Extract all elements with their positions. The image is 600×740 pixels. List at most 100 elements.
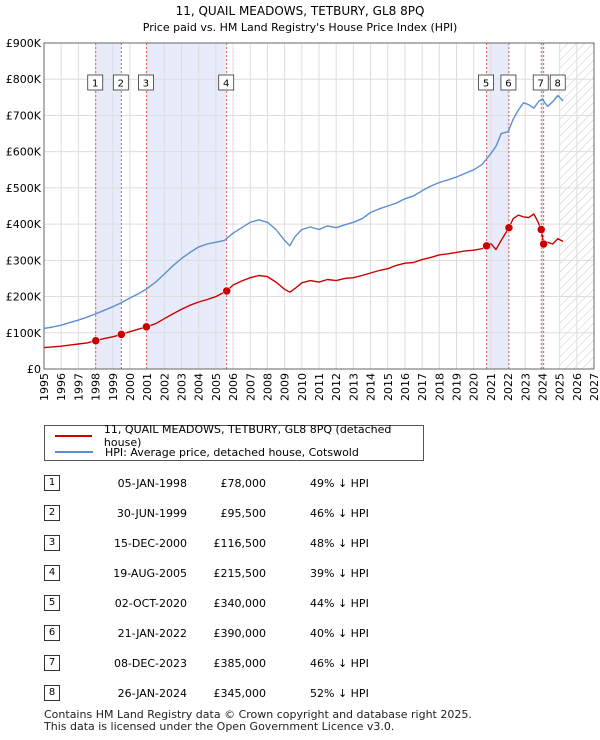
x-tick-label: 2006 — [227, 373, 240, 401]
transaction-number-box — [87, 74, 104, 91]
y-tick-label: £300K — [6, 254, 42, 267]
table-row: 6 21-JAN-2022 £390,000 40% ↓ HPI — [0, 625, 600, 645]
transaction-price: £385,000 — [213, 657, 267, 670]
transaction-price: £345,000 — [213, 687, 267, 700]
x-tick-label: 2019 — [451, 373, 464, 401]
table-row: 8 26-JAN-2024 £345,000 52% ↓ HPI — [0, 685, 600, 705]
sale-point — [482, 241, 491, 251]
transaction-number-badge: 8 — [44, 685, 60, 701]
x-tick-label: 2026 — [571, 373, 584, 401]
sale-period-shading — [95, 43, 122, 369]
transaction-number-box — [218, 74, 235, 91]
sale-point — [504, 223, 514, 232]
x-tick-label: 2000 — [124, 373, 137, 401]
x-tick-label: 2022 — [502, 373, 515, 401]
plot-border — [43, 42, 595, 370]
footer-line: Contains HM Land Registry data © Crown c… — [44, 708, 472, 721]
x-tick-label: 2013 — [347, 373, 360, 401]
footer-attribution: Contains HM Land Registry data © Crown c… — [44, 709, 472, 733]
legend-item-hpi: HPI: Average price, detached house, Cots… — [55, 444, 359, 460]
price-chart: 11, QUAIL MEADOWS, TETBURY, GL8 8PQ Pric… — [6, 4, 600, 401]
legend: 11, QUAIL MEADOWS, TETBURY, GL8 8PQ (det… — [44, 423, 424, 461]
transaction-number-badge: 5 — [44, 595, 60, 611]
y-tick-label: £0 — [27, 363, 41, 376]
y-tick-label: £600K — [6, 146, 42, 159]
transaction-number-label: 3 — [143, 79, 149, 90]
sale-period-shading — [486, 43, 509, 369]
transaction-number-label: 7 — [538, 79, 544, 90]
transaction-hpi-diff: 40% ↓ HPI — [310, 627, 369, 640]
legend-swatch-property — [55, 435, 92, 437]
transaction-date: 19-AUG-2005 — [113, 567, 187, 580]
footer-line: This data is licensed under the Open Gov… — [44, 720, 395, 733]
transaction-date: 08-DEC-2023 — [113, 657, 187, 670]
x-tick-label: 2016 — [399, 373, 412, 401]
x-tick-label: 2027 — [588, 373, 600, 401]
transaction-number-box — [532, 74, 549, 91]
transaction-date: 21-JAN-2022 — [117, 627, 187, 640]
x-tick-label: 2020 — [468, 373, 481, 401]
transaction-price: £340,000 — [213, 597, 267, 610]
x-tick-label: 2001 — [141, 373, 154, 401]
x-tick-label: 2011 — [313, 373, 326, 401]
legend-label-hpi: HPI: Average price, detached house, Cots… — [105, 445, 359, 459]
transaction-number-label: 8 — [555, 79, 561, 90]
x-tick-label: 2010 — [296, 373, 309, 401]
x-tick-label: 2012 — [330, 373, 343, 401]
transaction-hpi-diff: 46% ↓ HPI — [310, 507, 369, 520]
transaction-hpi-diff: 39% ↓ HPI — [310, 567, 369, 580]
x-tick-label: 2024 — [536, 373, 549, 401]
transaction-price: £78,000 — [220, 477, 267, 490]
sale-point — [91, 336, 100, 345]
x-tick-label: 2004 — [193, 373, 206, 401]
transaction-price: £390,000 — [213, 627, 267, 640]
x-tick-label: 1996 — [55, 373, 68, 401]
legend-swatch-hpi — [55, 451, 93, 453]
chart-title: 11, QUAIL MEADOWS, TETBURY, GL8 8PQ — [176, 4, 425, 18]
transaction-date: 15-DEC-2000 — [113, 537, 187, 550]
transaction-number-label: 4 — [223, 79, 229, 90]
transaction-number-label: 6 — [505, 79, 511, 90]
y-tick-label: £700K — [6, 109, 42, 122]
x-tick-label: 1999 — [107, 373, 120, 401]
x-tick-label: 2025 — [554, 373, 567, 401]
transaction-hpi-diff: 48% ↓ HPI — [310, 537, 369, 550]
transaction-price: £116,500 — [213, 537, 267, 550]
transaction-date: 30-JUN-1999 — [116, 507, 187, 520]
table-row: 4 19-AUG-2005 £215,500 39% ↓ HPI — [0, 565, 600, 585]
y-tick-label: £800K — [6, 73, 42, 86]
legend-label-property: 11, QUAIL MEADOWS, TETBURY, GL8 8PQ (det… — [103, 423, 392, 449]
sale-point — [222, 286, 231, 296]
x-tick-label: 2002 — [158, 373, 171, 401]
transaction-price: £95,500 — [220, 507, 267, 520]
x-tick-label: 2008 — [261, 373, 274, 401]
sale-point — [142, 322, 151, 332]
table-row: 2 30-JUN-1999 £95,500 46% ↓ HPI — [0, 505, 600, 525]
sale-period-shading — [146, 43, 227, 369]
x-tick-label: 2023 — [519, 373, 532, 401]
y-tick-label: £900K — [6, 37, 42, 50]
hpi-line — [43, 94, 564, 330]
x-tick-label: 2018 — [433, 373, 446, 401]
transaction-hpi-diff: 52% ↓ HPI — [310, 687, 369, 700]
table-row: 3 15-DEC-2000 £116,500 48% ↓ HPI — [0, 535, 600, 555]
transaction-number-badge: 7 — [44, 655, 60, 671]
x-tick-label: 2021 — [485, 373, 498, 401]
sale-point — [536, 225, 546, 234]
legend-item-property: 11, QUAIL MEADOWS, TETBURY, GL8 8PQ (det… — [55, 423, 423, 449]
transaction-number-label: 5 — [483, 79, 489, 90]
transaction-number-label: 1 — [92, 79, 98, 90]
x-tick-label: 1998 — [90, 373, 103, 401]
transaction-number-badge: 2 — [44, 505, 60, 521]
transaction-number-badge: 3 — [44, 535, 60, 551]
x-tick-label: 2017 — [416, 373, 429, 401]
transaction-number-box — [112, 74, 129, 91]
transaction-date: 05-JAN-1998 — [117, 477, 187, 490]
transaction-number-box — [478, 74, 494, 91]
transaction-hpi-diff: 49% ↓ HPI — [310, 477, 369, 490]
transaction-number-label: 2 — [118, 79, 124, 90]
transaction-number-box — [138, 74, 154, 91]
transaction-hpi-diff: 44% ↓ HPI — [310, 597, 369, 610]
transaction-number-badge: 6 — [44, 625, 60, 641]
x-tick-label: 2015 — [382, 373, 395, 401]
